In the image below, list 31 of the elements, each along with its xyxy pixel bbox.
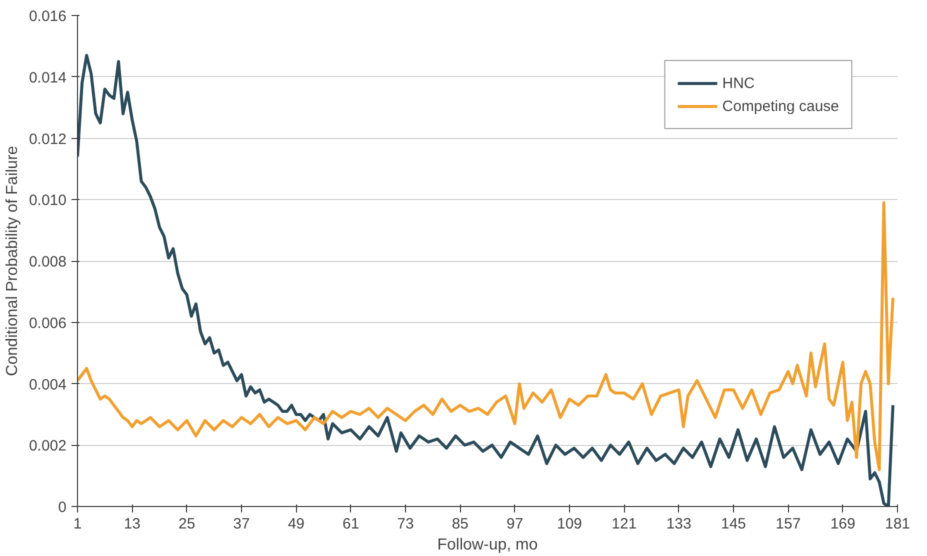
- legend-label: Competing cause: [722, 98, 839, 114]
- line-series: [78, 201, 894, 472]
- x-tick-label: 13: [124, 516, 141, 532]
- line-series: [78, 54, 894, 506]
- x-tick-label: 145: [720, 516, 746, 532]
- x-tick-label: 73: [397, 516, 414, 532]
- x-tick-label: 181: [884, 516, 910, 532]
- legend-label: HNC: [722, 74, 755, 92]
- x-tick-label: 49: [288, 516, 305, 532]
- x-tick-label: 169: [830, 516, 856, 532]
- x-axis-title: Follow-up, mo: [437, 536, 538, 554]
- x-tick-label: 121: [612, 516, 637, 532]
- y-tick-label: 0.002: [28, 438, 67, 455]
- y-tick-label: 0.014: [28, 69, 67, 86]
- y-tick-label: 0.006: [28, 314, 67, 332]
- x-tick-label: 1: [73, 516, 82, 532]
- y-tick-label: 0.008: [28, 254, 67, 270]
- x-tick-label: 109: [556, 516, 582, 532]
- x-tick-label: 133: [666, 516, 692, 532]
- y-tick-label: 0.010: [28, 192, 67, 210]
- x-tick-label: 157: [776, 516, 801, 532]
- x-tick-label: 61: [342, 516, 360, 532]
- y-tick-label: 0: [58, 499, 66, 516]
- y-tick-label: 0.016: [28, 8, 67, 25]
- y-axis-title: Conditional Probability of Failure: [4, 146, 21, 376]
- x-tick-label: 25: [178, 516, 196, 532]
- x-tick-label: 85: [452, 516, 469, 532]
- x-tick-label: 37: [233, 516, 250, 532]
- x-tick-label: 97: [506, 516, 524, 532]
- y-tick-label: 0.012: [28, 130, 67, 148]
- y-tick-label: 0.004: [28, 376, 67, 394]
